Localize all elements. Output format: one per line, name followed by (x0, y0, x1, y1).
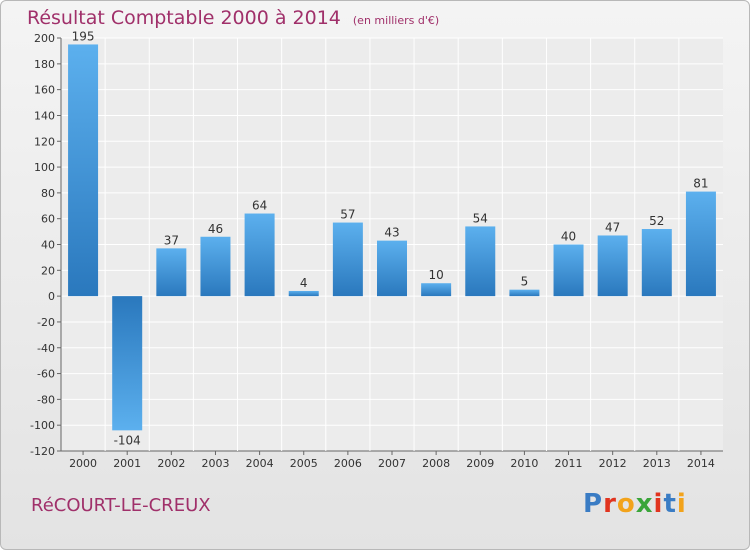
data-label: 43 (384, 226, 399, 240)
y-tick-label: -80 (37, 393, 55, 406)
data-label: 57 (340, 208, 355, 222)
data-label: 37 (164, 233, 179, 247)
x-tick-label: 2008 (422, 457, 450, 470)
data-label: 52 (649, 214, 664, 228)
bar-chart: 200180160140120100806040200-20-40-60-80-… (30, 29, 723, 470)
bar (377, 240, 407, 297)
x-tick-label: 2012 (599, 457, 627, 470)
data-label: 5 (521, 275, 529, 289)
y-tick-label: 160 (34, 84, 55, 97)
y-tick-label: 120 (34, 135, 55, 148)
x-tick-label: 2014 (687, 457, 715, 470)
bar (68, 44, 99, 297)
y-tick-label: 80 (41, 187, 55, 200)
x-tick-label: 2001 (113, 457, 141, 470)
y-tick-label: 100 (34, 161, 55, 174)
bar (244, 213, 275, 297)
x-tick-label: 2007 (378, 457, 406, 470)
x-tick-label: 2013 (643, 457, 671, 470)
commune-name: RéCOURT-LE-CREUX (31, 495, 211, 516)
proxiti-logo: Proxiti (583, 489, 687, 519)
y-tick-label: -60 (37, 368, 55, 381)
bar (641, 229, 672, 297)
y-tick-label: -100 (30, 419, 55, 432)
x-tick-label: 2004 (246, 457, 274, 470)
logo-letter: o (616, 489, 636, 519)
x-tick-label: 2005 (290, 457, 318, 470)
y-tick-label: 20 (41, 264, 55, 277)
bar (509, 289, 540, 297)
y-tick-label: -20 (37, 316, 55, 329)
y-tick-label: 40 (41, 239, 55, 252)
data-label: 81 (693, 177, 708, 191)
bar (421, 283, 452, 297)
logo-letter: t (663, 489, 677, 519)
chart-title: Résultat Comptable 2000 à 2014 (27, 7, 341, 29)
data-label: 195 (72, 29, 95, 43)
y-tick-label: -120 (30, 445, 55, 458)
bar (332, 222, 363, 297)
bar (553, 244, 584, 297)
x-tick-label: 2010 (510, 457, 538, 470)
logo-letter: i (653, 489, 664, 519)
x-tick-label: 2006 (334, 457, 362, 470)
chart-subtitle: (en milliers d'€) (352, 14, 440, 27)
data-label: 54 (473, 211, 488, 225)
bar (156, 248, 187, 297)
data-label: 64 (252, 199, 267, 213)
data-label: 47 (605, 220, 620, 234)
x-tick-label: 2011 (555, 457, 583, 470)
y-tick-label: 200 (34, 32, 55, 45)
bar (112, 296, 143, 431)
chart-header: Résultat Comptable 2000 à 2014 (en milli… (27, 7, 439, 29)
y-tick-label: -40 (37, 342, 55, 355)
bar (200, 236, 231, 297)
logo-letter: i (676, 489, 687, 519)
bar (465, 226, 496, 297)
x-tick-label: 2003 (201, 457, 229, 470)
x-tick-label: 2009 (466, 457, 494, 470)
logo-letter: x (635, 489, 654, 519)
bar (288, 290, 319, 297)
y-tick-label: 0 (48, 290, 55, 303)
logo-letter: r (603, 489, 617, 519)
data-label: 4 (300, 276, 308, 290)
y-tick-label: 60 (41, 213, 55, 226)
bar (597, 235, 628, 297)
x-tick-label: 2002 (157, 457, 185, 470)
data-label: 40 (561, 230, 576, 244)
data-label: -104 (114, 433, 141, 447)
data-label: 10 (428, 268, 443, 282)
y-tick-label: 180 (34, 58, 55, 71)
y-tick-label: 140 (34, 109, 55, 122)
data-label: 46 (208, 222, 223, 236)
logo-letter: P (583, 489, 604, 519)
bar (685, 191, 716, 297)
x-tick-label: 2000 (69, 457, 97, 470)
